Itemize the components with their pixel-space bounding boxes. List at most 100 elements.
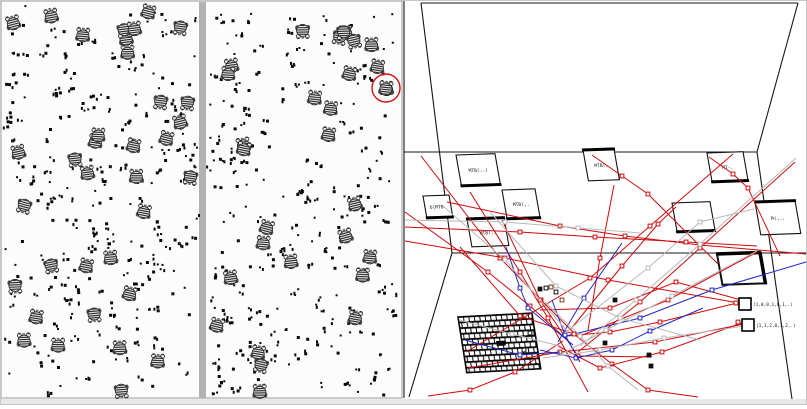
trajectory-line <box>708 156 781 257</box>
point-marker <box>559 297 565 303</box>
target-box-label: MTB(..) <box>468 167 488 174</box>
trajectory-line <box>404 240 740 304</box>
robot-sprite <box>322 100 339 116</box>
trajectory-marker <box>655 221 661 227</box>
robot-sprite <box>126 20 142 36</box>
point-marker <box>648 363 654 369</box>
trajectory-marker <box>517 352 523 358</box>
arena-3d-view: MTB(..) b|MTB. MTB(,. MTB(.. MTB!. MT-. M(,.. (… <box>403 1 807 400</box>
trajectory-line <box>579 157 797 347</box>
robot-sprite <box>7 279 23 294</box>
trajectory-marker <box>485 269 491 275</box>
trajectory-marker <box>562 332 568 338</box>
trajectory-marker <box>633 297 639 303</box>
trajectory-marker <box>517 229 523 235</box>
arena-wireframe-edge <box>756 151 793 400</box>
robot-sprite <box>75 27 91 43</box>
trajectory-marker <box>607 305 613 311</box>
target-box-label: MTB!. <box>594 163 609 169</box>
trajectory-line <box>574 334 699 398</box>
trajectory-line <box>465 153 734 353</box>
point-marker <box>537 286 543 292</box>
trajectory-marker <box>645 265 651 271</box>
trajectory-line <box>544 301 639 391</box>
bottom-band <box>1 399 806 404</box>
point-marker <box>548 284 554 290</box>
robot-sprite <box>255 235 271 251</box>
trajectory-marker <box>597 255 603 261</box>
robot-sprite <box>86 307 102 323</box>
target-box-label: MTB(.. <box>479 230 497 237</box>
target-box: b|MTB. <box>422 194 455 220</box>
labeled-node-box <box>741 318 755 332</box>
point-marker <box>733 300 739 306</box>
trajectory-marker <box>697 241 703 247</box>
seed-dots <box>2 5 398 398</box>
trajectory-marker <box>597 365 603 371</box>
arena-wireframe-edge <box>756 2 799 153</box>
point-marker <box>646 352 652 358</box>
point-marker <box>521 347 527 353</box>
trajectory-marker <box>467 387 473 393</box>
robot-sprite <box>113 384 129 400</box>
trajectory-marker <box>645 387 651 393</box>
target-box-label: MT-. <box>722 165 734 171</box>
trajectory-line <box>577 161 796 353</box>
arena-top-view <box>0 0 403 400</box>
robot-sprite <box>102 249 118 265</box>
trajectory-marker <box>517 313 523 319</box>
trajectory-marker <box>619 263 625 269</box>
trajectory-marker <box>587 275 593 281</box>
trajectory-marker <box>512 369 518 375</box>
robot-sprite <box>150 353 166 368</box>
labeled-node-box <box>738 297 752 311</box>
arena-wireframe-edge <box>408 252 453 398</box>
trajectory-marker <box>509 331 515 337</box>
target-box-label: b|MTB. <box>429 204 447 211</box>
point-marker <box>543 285 549 291</box>
trajectory-marker <box>683 239 689 245</box>
target-box-label: M(,.. <box>771 216 786 222</box>
robot-sprite <box>252 384 267 399</box>
trajectory-marker <box>553 283 559 289</box>
trajectory-line <box>542 325 745 359</box>
robot-sprite <box>283 253 299 269</box>
trajectory-marker <box>730 171 736 177</box>
trajectory-marker <box>577 333 583 339</box>
trajectory-marker <box>645 191 651 197</box>
trajectory-line <box>404 219 641 234</box>
target-box <box>715 250 768 286</box>
target-box <box>671 201 717 234</box>
robot-sprite <box>364 37 380 52</box>
trajectory-line <box>469 191 589 393</box>
point-marker <box>571 331 577 337</box>
trajectory-marker <box>657 319 663 325</box>
trajectory-marker <box>637 315 643 321</box>
trajectory-line <box>427 340 564 397</box>
nest-brick-grid <box>457 312 542 374</box>
robot-sprite <box>120 45 135 60</box>
trajectory-marker <box>605 277 611 283</box>
trajectory-line <box>557 250 758 357</box>
robot-trajectories <box>404 153 807 398</box>
trajectory-line <box>569 206 677 331</box>
trajectory-line <box>566 301 742 337</box>
trajectory-marker <box>697 245 703 251</box>
trajectory-marker <box>659 349 665 355</box>
robot-sprite <box>362 249 378 265</box>
trajectory-marker <box>647 328 653 334</box>
trajectory-marker <box>603 327 609 333</box>
target-box: MT-. <box>706 151 750 184</box>
trajectory-marker <box>647 223 653 229</box>
robot-sprite <box>129 169 144 184</box>
trajectory-marker <box>597 347 603 353</box>
target-box: MTB(..) <box>455 153 502 188</box>
node-box-label: (1,0,0,1,0,1,.) <box>753 302 793 308</box>
target-box: MTB!. <box>581 147 621 182</box>
trajectory-marker <box>622 233 628 239</box>
robot-sprite <box>16 332 32 347</box>
trajectory-line <box>591 154 719 265</box>
robot-sprite <box>179 95 195 111</box>
